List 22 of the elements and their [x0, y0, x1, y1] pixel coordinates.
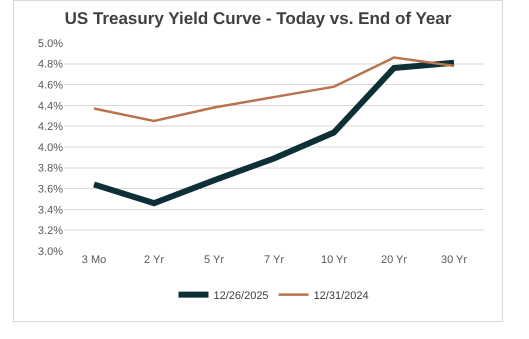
x-tick-label: 10 Yr	[320, 254, 348, 266]
y-tick-label: 4.6%	[38, 79, 64, 92]
y-tick-label: 3.2%	[38, 225, 64, 238]
y-tick-label: 4.8%	[38, 58, 64, 71]
y-tick-label: 3.6%	[38, 183, 64, 196]
x-tick-label: 30 Yr	[440, 254, 468, 266]
y-tick-label: 4.4%	[38, 100, 64, 112]
y-tick-label: 4.2%	[38, 121, 64, 134]
legend-label: 12/31/2024	[314, 290, 369, 302]
line-series	[92, 56, 456, 122]
x-tick-label: 7 Yr	[264, 254, 284, 266]
y-tick-label: 3.4%	[38, 204, 64, 216]
chart-title: US Treasury Yield Curve - Today vs. End of Year	[64, 9, 452, 28]
legend-label: 12/26/2025	[214, 290, 269, 302]
x-tick-label: 5 Yr	[204, 254, 224, 266]
y-tick-label: 5.0%	[38, 38, 64, 50]
y-tick-label: 3.8%	[38, 162, 64, 175]
y-tick-label: 4.0%	[38, 142, 64, 154]
x-tick-label: 20 Yr	[380, 254, 408, 266]
x-tick-label: 3 Mo	[82, 254, 106, 266]
x-tick-label: 2 Yr	[144, 254, 164, 266]
y-tick-label: 3.0%	[38, 246, 64, 258]
